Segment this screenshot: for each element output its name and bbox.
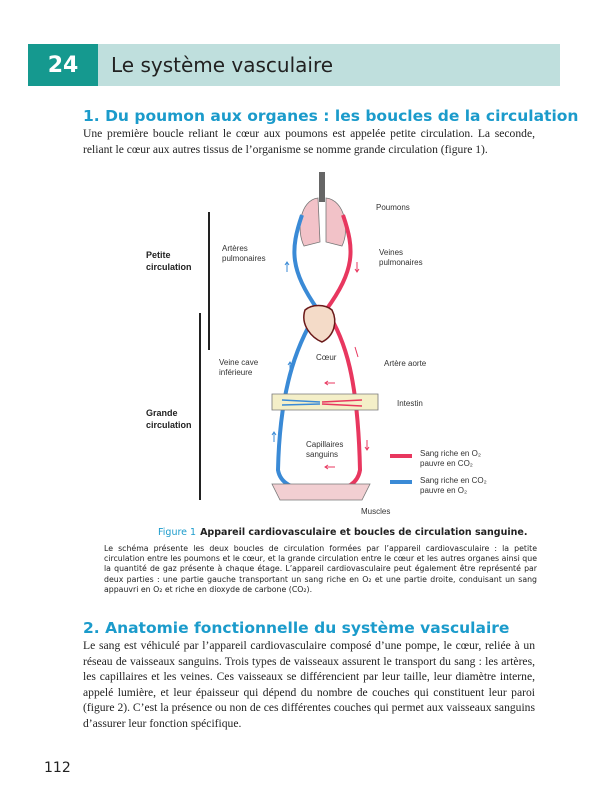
label-veines-pulmonaires: Veines pulmonaires (379, 248, 423, 267)
legend-red-line2: pauvre en CO₂ (420, 459, 473, 468)
chapter-title: Le système vasculaire (98, 44, 560, 86)
section-1-title: 1. Du poumon aux organes : les boucles d… (83, 107, 579, 125)
intestine-capillaries-blue (281, 399, 321, 406)
section-1-text: Une première boucle reliant le cœur aux … (83, 127, 535, 156)
figure-caption-text: Le schéma présente les deux boucles de c… (104, 544, 537, 594)
figure-caption: Figure 1 Appareil cardiovasculaire et bou… (158, 527, 527, 538)
figure-title: Appareil cardiovasculaire et boucles de … (200, 527, 528, 538)
label-petite-circulation: Petite circulation (146, 250, 192, 272)
page-number: 112 (44, 760, 71, 776)
label-arteres-pulmonaires: Artères pulmonaires (222, 244, 266, 263)
muscles (271, 483, 371, 501)
intestine-capillaries-red (321, 399, 363, 407)
label-grande-circulation: Grande circulation (146, 408, 192, 430)
arterial-vessel (321, 214, 363, 494)
flow-arrows-red (324, 262, 370, 470)
venous-vessel (275, 214, 321, 494)
legend-blue-line2: pauvre en O₂ (420, 486, 468, 495)
label-artere-aorte: Artère aorte (384, 359, 427, 368)
label-coeur: Cœur (316, 353, 337, 362)
label-muscles: Muscles (361, 507, 391, 516)
section-2-text: Le sang est véhiculé par l’appareil card… (83, 639, 535, 730)
trachea (319, 172, 325, 202)
legend-red-line1: Sang riche en O₂ (420, 449, 481, 458)
label-poumons: Poumons (376, 203, 410, 212)
legend-blue-line1: Sang riche en CO₂ (420, 476, 487, 485)
lungs (299, 197, 347, 247)
figure-label: Figure 1 (158, 527, 197, 538)
chapter-number: 24 (28, 44, 98, 86)
label-veine-cave: Veine cave inférieure (219, 358, 259, 377)
flow-arrows-blue (271, 261, 293, 442)
label-capillaires: Capillaires sanguins (306, 440, 344, 459)
label-intestin: Intestin (397, 399, 423, 408)
section-2-title: 2. Anatomie fonctionnelle du système vas… (83, 619, 510, 637)
heart (303, 304, 336, 343)
